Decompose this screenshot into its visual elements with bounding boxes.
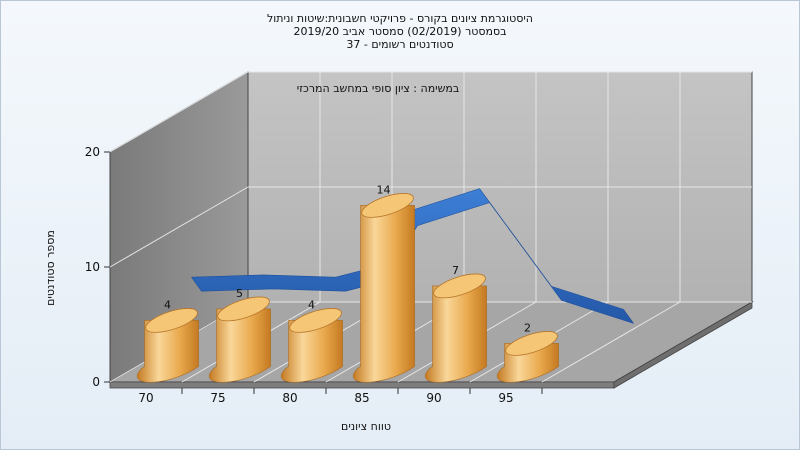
bar-top <box>145 308 198 333</box>
bar-70: 4 <box>136 298 199 383</box>
y-axis-ticks: 0 10 20 <box>85 145 110 389</box>
bar-value-label: 5 <box>236 287 243 300</box>
bars: 4 5 4 14 7 2 <box>136 183 559 383</box>
chart-title-line-3: סטודנטים רשומים - 37 <box>346 38 454 51</box>
y-tick-label: 0 <box>92 375 100 389</box>
bar-top <box>505 331 558 356</box>
chart-subtitle: במשימה : ציון סופי במחשב המרכזי <box>297 82 460 95</box>
x-tick-label: 75 <box>210 391 225 405</box>
x-tick-label: 85 <box>354 391 369 405</box>
bar-95: 2 <box>496 321 559 383</box>
x-tick-label: 70 <box>138 391 153 405</box>
bar-value-label: 14 <box>377 183 391 196</box>
bar-85: 14 <box>352 183 415 383</box>
bar-top <box>361 193 414 218</box>
floor-right-edge <box>613 301 753 389</box>
gridline-side <box>109 186 249 268</box>
floor-front-edge <box>109 381 615 389</box>
bar-body <box>424 285 487 383</box>
bar-body <box>352 205 415 383</box>
bar-value-label: 4 <box>164 298 171 311</box>
bar-value-label: 2 <box>524 321 531 334</box>
bar-80: 4 <box>280 298 343 383</box>
bar-75: 5 <box>208 287 271 383</box>
chart-title-line-1: היסטוגרמת ציונים בקורס - פרויקטי חשבונית… <box>267 12 533 25</box>
x-axis-ticks: 70 75 80 85 90 95 <box>138 388 543 405</box>
y-tick-label: 20 <box>85 145 100 159</box>
bar-top <box>217 296 270 322</box>
x-tick-label: 95 <box>498 391 513 405</box>
x-tick-label: 80 <box>282 391 297 405</box>
gridline-floor <box>541 301 681 383</box>
ribbon-line <box>191 188 634 324</box>
ribbon-series <box>191 188 634 324</box>
x-axis-title: טווח ציונים <box>341 420 391 433</box>
bar-body <box>136 320 199 383</box>
bar-body <box>208 308 271 383</box>
gridlines <box>109 71 752 383</box>
bar-top <box>289 308 342 333</box>
bar-value-label: 4 <box>308 298 315 311</box>
x-tick-label: 90 <box>426 391 441 405</box>
y-tick-label: 10 <box>85 260 100 274</box>
y-axis-title: מספר סטודנטים <box>44 230 57 306</box>
bar-value-label: 7 <box>452 264 459 277</box>
chart-title-line-2: בסמסטר (02/2019) סמסטר אביב 2019/20 <box>293 25 507 38</box>
bar-top <box>433 273 486 299</box>
bar-90: 7 <box>424 264 487 383</box>
bar-body <box>280 320 343 383</box>
gridline-side <box>109 71 249 153</box>
